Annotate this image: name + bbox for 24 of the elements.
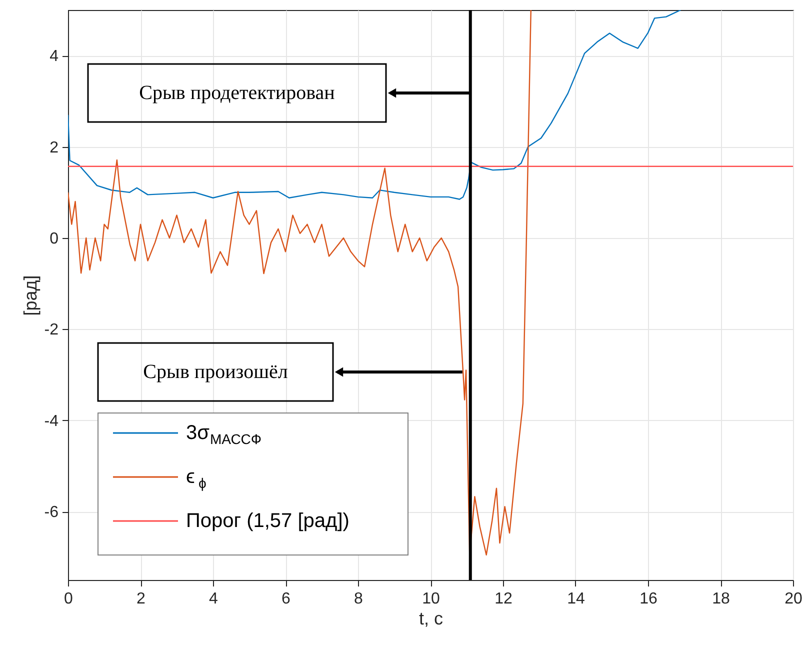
x-axis-title: t, с [418,608,444,628]
legend-label: Порог (1,57 [рад]) [186,510,350,532]
x-tick-label: 10 [422,590,440,608]
line-series [68,10,532,556]
x-tick-label: 8 [354,590,364,608]
x-tick-label: 18 [712,590,730,608]
x-tick-label: 6 [282,590,291,608]
annotation: Срыв продетектирован [139,82,336,104]
y-axis-title: [рад] [20,275,40,316]
y-tick-label: 2 [50,139,59,156]
x-tick-label: 20 [784,590,802,608]
x-tick-label: 4 [209,590,218,608]
y-tick-label: 4 [50,48,59,66]
y-tick-label: -4 [44,412,59,430]
annotation: Срыв произошёл [143,361,288,383]
x-tick-label: 0 [64,590,74,608]
x-tick-label: 16 [640,590,658,608]
x-tick-label: 14 [567,590,585,608]
x-tick-label: 2 [136,590,146,608]
y-tick-label: 0 [50,230,59,248]
x-tick-label: 12 [494,590,512,608]
line-series [68,10,682,200]
y-tick-label: -6 [44,504,59,522]
y-tick-label: -2 [44,322,59,339]
